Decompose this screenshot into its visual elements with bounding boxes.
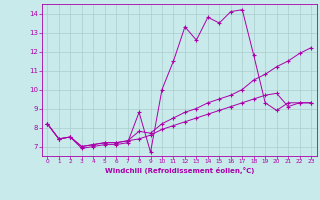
X-axis label: Windchill (Refroidissement éolien,°C): Windchill (Refroidissement éolien,°C) — [105, 167, 254, 174]
